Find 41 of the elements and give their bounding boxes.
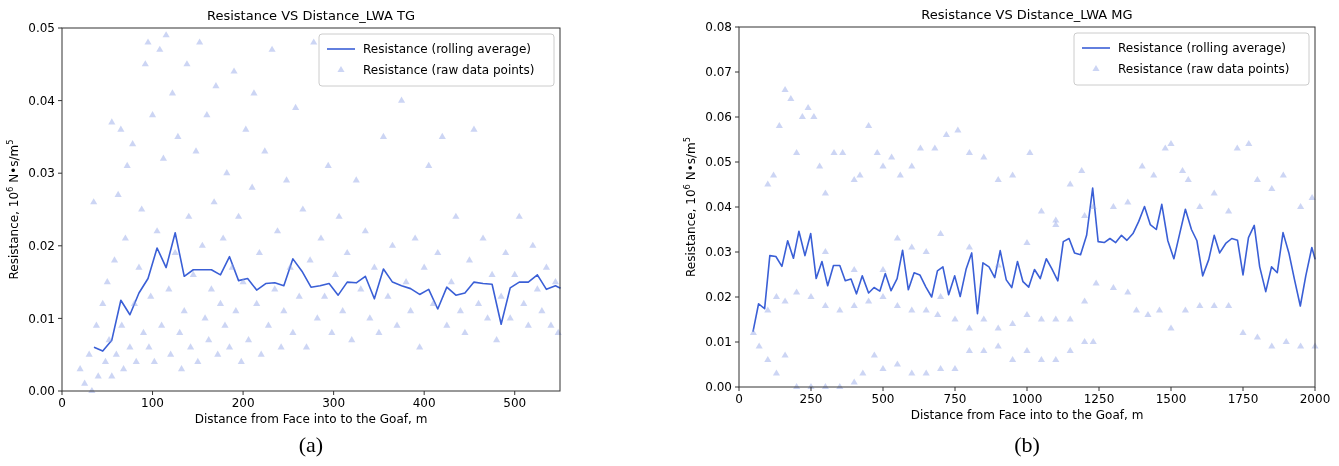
y-tick-label: 0.02: [28, 239, 55, 253]
legend-label: Resistance (rolling average): [1118, 41, 1287, 56]
x-tick-label: 100: [141, 396, 164, 410]
x-tick-label: 1750: [1227, 392, 1259, 406]
x-tick-label: 500: [503, 396, 527, 410]
chart-title: Resistance VS Distance_LWA MG: [921, 7, 1133, 22]
legend-label: Resistance (rolling average): [363, 42, 532, 57]
x-tick-label: 250: [799, 392, 823, 406]
x-tick-label: 300: [322, 396, 346, 410]
y-tick-label: 0.04: [705, 200, 732, 215]
y-tick-label: 0.07: [705, 65, 732, 80]
x-tick-label: 1250: [1083, 392, 1115, 406]
x-tick-label: 200: [231, 396, 255, 410]
x-tick-label: 2000: [1299, 392, 1331, 406]
text: (a): [298, 432, 324, 457]
x-axis-title: Distance from Face into to the Goaf, m: [910, 408, 1144, 422]
x-tick-label: 1500: [1155, 392, 1187, 406]
x-tick-label: 750: [943, 392, 967, 406]
y-tick-label: 0.06: [705, 110, 732, 125]
y-tick-label: 0.05: [705, 155, 732, 170]
x-tick-label: 400: [412, 396, 436, 410]
y-tick-label: 0.02: [705, 290, 732, 305]
chart-title: Resistance VS Distance_LWA TG: [206, 8, 416, 23]
y-tick-label: 0.03: [705, 245, 732, 260]
x-tick-label: 0: [58, 396, 66, 410]
y-tick-label: 0.01: [28, 311, 55, 326]
legend-label: Resistance (raw data points): [1118, 62, 1290, 77]
x-tick-label: 500: [871, 392, 895, 406]
y-tick-label: 0.04: [28, 93, 55, 108]
x-axis-title: Distance from Face into to the Goaf, m: [194, 412, 428, 426]
y-tick-label: 0.01: [705, 335, 732, 350]
y-tick-label: 0.08: [705, 20, 732, 35]
y-tick-label: 0.00: [705, 380, 732, 395]
line-series: [93, 231, 561, 352]
y-tick-label: 0.05: [28, 21, 55, 36]
text: (b): [1014, 432, 1040, 457]
x-tick-label: 1000: [1011, 392, 1043, 406]
x-tick-label: 0: [735, 392, 743, 406]
y-tick-label: 0.03: [28, 166, 55, 181]
y-tick-label: 0.00: [28, 384, 55, 399]
legend-label: Resistance (raw data points): [363, 63, 535, 78]
